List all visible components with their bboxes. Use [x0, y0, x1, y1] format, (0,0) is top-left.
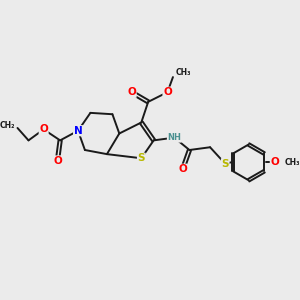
Text: NH: NH	[167, 133, 181, 142]
Text: CH₃: CH₃	[176, 68, 191, 77]
Text: O: O	[270, 158, 279, 167]
Text: S: S	[138, 153, 145, 163]
Text: O: O	[39, 124, 48, 134]
Text: O: O	[178, 164, 187, 174]
Text: O: O	[163, 87, 172, 97]
Text: S: S	[221, 159, 229, 169]
Text: CH₂: CH₂	[0, 121, 15, 130]
Text: CH₃: CH₃	[284, 158, 300, 167]
Text: N: N	[74, 126, 82, 136]
Text: O: O	[53, 156, 62, 166]
Text: O: O	[127, 87, 136, 97]
